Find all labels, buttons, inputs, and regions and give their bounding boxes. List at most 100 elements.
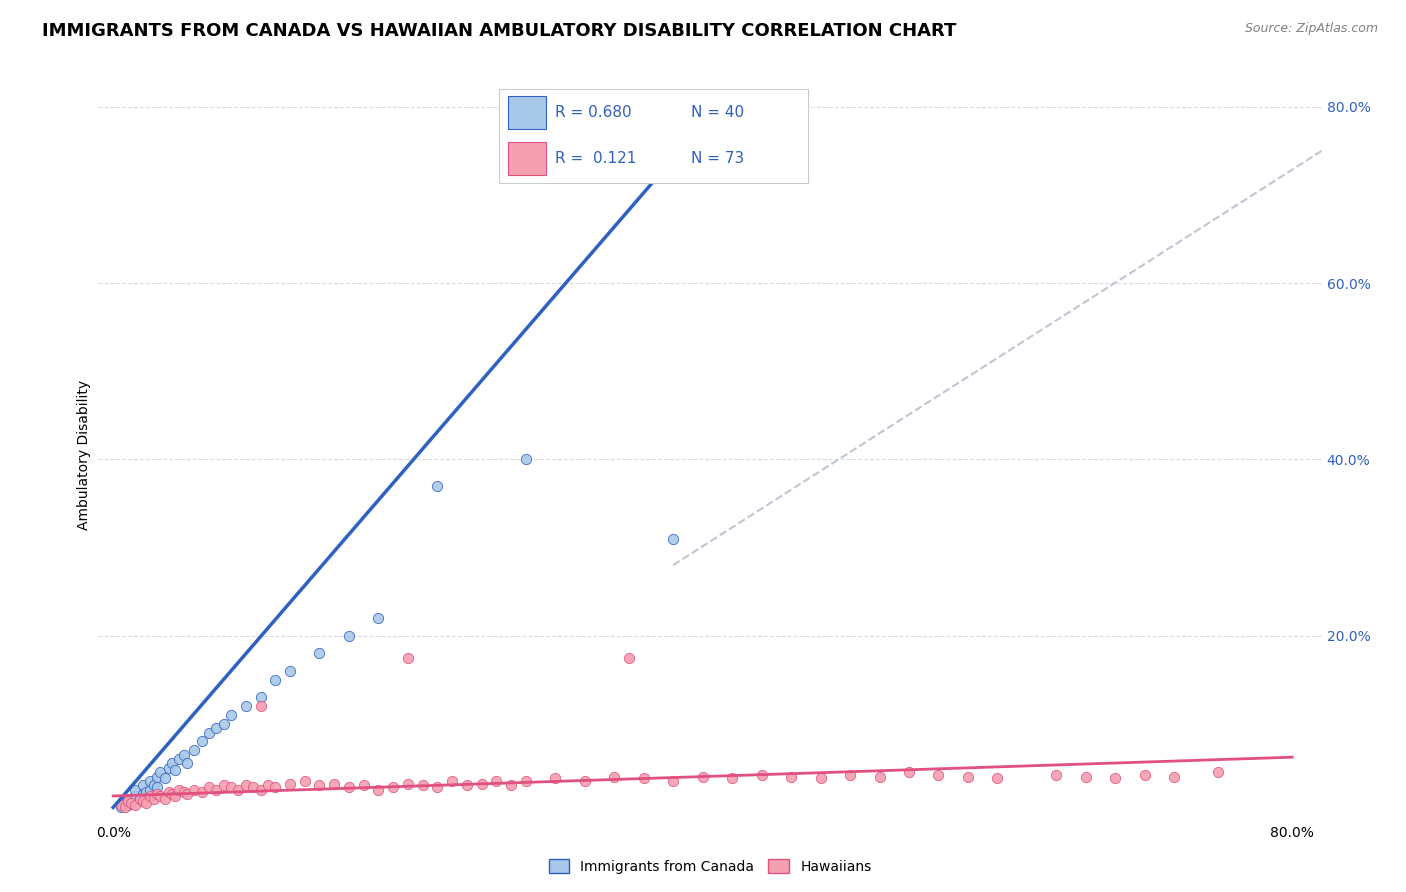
Point [110, 797, 132, 812]
Point [235, 778, 257, 792]
Point [956, 770, 979, 784]
Point [160, 756, 183, 771]
Point [169, 752, 191, 766]
Point [205, 721, 228, 735]
Point [257, 778, 280, 792]
Point [692, 770, 714, 784]
Point [1045, 768, 1067, 782]
Point [135, 796, 157, 810]
Point [139, 774, 162, 789]
Point [396, 650, 419, 665]
Point [114, 796, 136, 810]
Point [662, 774, 685, 789]
Point [278, 777, 301, 791]
Point [780, 770, 803, 784]
Point [117, 797, 139, 812]
Point [249, 699, 271, 714]
Point [139, 782, 162, 797]
Point [264, 780, 287, 794]
Point [165, 763, 187, 777]
Point [146, 787, 169, 801]
Point [308, 646, 330, 660]
Point [128, 791, 150, 805]
Point [1133, 768, 1156, 782]
Point [544, 772, 567, 786]
Point [153, 791, 176, 805]
Point [228, 782, 250, 797]
Point [205, 782, 228, 797]
Point [986, 772, 1008, 786]
Point [412, 778, 434, 792]
Point [190, 785, 212, 799]
Point [131, 794, 153, 808]
Point [471, 777, 494, 791]
Point [114, 800, 136, 814]
Point [157, 785, 180, 799]
Text: R = 0.680: R = 0.680 [555, 105, 631, 120]
Point [353, 778, 375, 792]
Point [183, 743, 205, 757]
Point [633, 772, 655, 786]
Point [396, 777, 419, 791]
Point [294, 774, 316, 789]
Point [120, 796, 142, 810]
Point [131, 778, 153, 792]
Point [751, 768, 773, 782]
Point [662, 532, 685, 546]
Point [426, 780, 449, 794]
Point [337, 629, 360, 643]
Point [499, 778, 522, 792]
Point [839, 768, 862, 782]
Point [426, 479, 449, 493]
Point [160, 787, 183, 801]
Point [721, 772, 744, 786]
Point [264, 673, 287, 687]
Point [485, 774, 508, 789]
Point [323, 777, 346, 791]
Point [149, 789, 172, 803]
Point [190, 734, 212, 748]
Point [183, 782, 205, 797]
Point [278, 664, 301, 678]
Point [574, 774, 596, 789]
Text: IMMIGRANTS FROM CANADA VS HAWAIIAN AMBULATORY DISABILITY CORRELATION CHART: IMMIGRANTS FROM CANADA VS HAWAIIAN AMBUL… [42, 22, 956, 40]
Point [198, 780, 221, 794]
Point [139, 789, 162, 803]
Point [869, 770, 891, 784]
Point [603, 770, 626, 784]
Point [810, 772, 832, 786]
Point [157, 761, 180, 775]
Point [124, 789, 146, 803]
Point [135, 785, 157, 799]
Point [117, 791, 139, 805]
Text: N = 40: N = 40 [690, 105, 744, 120]
Point [128, 791, 150, 805]
Point [367, 782, 389, 797]
Point [898, 765, 921, 780]
Point [1208, 765, 1230, 780]
Point [308, 778, 330, 792]
Point [242, 780, 264, 794]
Point [515, 774, 537, 789]
Point [1163, 770, 1185, 784]
Point [515, 452, 537, 467]
Point [235, 699, 257, 714]
Point [110, 800, 132, 814]
Point [382, 780, 405, 794]
Point [143, 791, 166, 805]
Point [212, 778, 235, 792]
Point [367, 611, 389, 625]
Y-axis label: Ambulatory Disability: Ambulatory Disability [77, 380, 91, 530]
Point [219, 780, 242, 794]
Point [212, 716, 235, 731]
Point [173, 747, 195, 762]
Text: Source: ZipAtlas.com: Source: ZipAtlas.com [1244, 22, 1378, 36]
Text: R =  0.121: R = 0.121 [555, 151, 636, 166]
Point [149, 765, 172, 780]
Point [131, 787, 153, 801]
Bar [509, 95, 546, 129]
Point [120, 794, 142, 808]
Point [143, 778, 166, 792]
Point [927, 768, 949, 782]
Point [146, 780, 169, 794]
